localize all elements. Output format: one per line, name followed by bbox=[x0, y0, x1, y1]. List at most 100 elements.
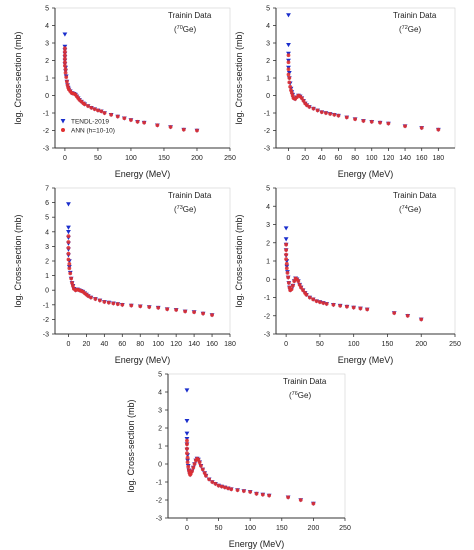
y-tick-label: -3 bbox=[43, 146, 49, 153]
data-point-ann bbox=[138, 304, 143, 309]
y-tick-label: 6 bbox=[45, 200, 49, 207]
series-tendl bbox=[66, 202, 215, 318]
data-point-ann bbox=[286, 495, 291, 500]
data-point-ann bbox=[185, 446, 189, 451]
y-tick-label: 3 bbox=[266, 41, 270, 48]
y-tick-label: 2 bbox=[158, 426, 162, 433]
x-tick-label: 100 bbox=[348, 341, 360, 348]
data-point-tendl bbox=[66, 225, 71, 230]
legend-label-tendl: TENDL-2019 bbox=[71, 119, 109, 126]
data-point-ann bbox=[67, 266, 72, 271]
data-point-ann bbox=[63, 63, 67, 68]
y-tick-label: 4 bbox=[45, 23, 49, 30]
data-point-tendl bbox=[184, 431, 190, 436]
chart-subtitle: (70Ge) bbox=[174, 25, 196, 34]
data-point-ann bbox=[284, 242, 289, 247]
x-tick-label: 0 bbox=[287, 155, 291, 162]
data-point-ann bbox=[315, 108, 320, 113]
y-tick-label: -2 bbox=[264, 128, 270, 135]
y-tick-label: 1 bbox=[266, 76, 270, 83]
data-point-ann bbox=[319, 110, 324, 115]
y-tick-label: 1 bbox=[45, 76, 49, 83]
data-point-ann bbox=[207, 477, 211, 482]
data-point-ann bbox=[106, 300, 111, 305]
y-tick-label: 7 bbox=[45, 186, 49, 193]
x-axis-label: Energy (MeV) bbox=[115, 169, 171, 179]
data-point-ann bbox=[287, 76, 292, 80]
data-point-ann bbox=[267, 493, 272, 498]
legend-label-ann: ANN (h=10-10) bbox=[71, 128, 115, 135]
data-point-ann bbox=[419, 317, 424, 322]
data-point-ann bbox=[311, 106, 316, 111]
y-axis-label: log. Cross-section (mb) bbox=[234, 214, 244, 307]
data-point-tendl bbox=[66, 230, 71, 235]
data-point-tendl bbox=[286, 13, 291, 18]
chart-title: Trainin Data bbox=[393, 191, 437, 200]
data-point-ann bbox=[181, 127, 186, 132]
data-point-ann bbox=[222, 485, 227, 490]
y-tick-label: -1 bbox=[264, 111, 270, 118]
y-tick-label: 2 bbox=[45, 58, 49, 65]
data-point-ann bbox=[102, 299, 107, 304]
x-tick-label: 0 bbox=[185, 525, 189, 532]
data-point-ann bbox=[336, 113, 341, 118]
data-point-ann bbox=[190, 469, 194, 474]
data-point-ann bbox=[226, 486, 230, 491]
plot-frame bbox=[275, 187, 456, 335]
y-tick-label: 4 bbox=[158, 390, 162, 397]
data-point-ann bbox=[419, 125, 424, 130]
legend-marker-ann bbox=[61, 128, 65, 132]
y-tick-label: -3 bbox=[264, 146, 270, 153]
data-point-ann bbox=[200, 467, 205, 472]
data-point-ann bbox=[122, 116, 127, 121]
data-point-ann bbox=[219, 484, 224, 489]
y-tick-label: -3 bbox=[264, 332, 270, 339]
data-point-ann bbox=[287, 80, 292, 85]
x-tick-label: 120 bbox=[170, 341, 182, 348]
x-tick-label: 40 bbox=[100, 341, 108, 348]
x-tick-label: 120 bbox=[383, 155, 395, 162]
series-ann bbox=[284, 242, 424, 322]
data-point-ann bbox=[66, 234, 71, 239]
data-point-ann bbox=[324, 301, 329, 306]
x-tick-label: 250 bbox=[449, 341, 461, 348]
y-tick-label: 1 bbox=[266, 259, 270, 266]
y-tick-label: 3 bbox=[266, 222, 270, 229]
data-point-ann bbox=[378, 120, 382, 125]
data-point-ann bbox=[299, 285, 303, 290]
x-tick-label: 0 bbox=[63, 155, 67, 162]
data-point-ann bbox=[66, 245, 71, 250]
data-point-ann bbox=[405, 313, 410, 318]
y-tick-label: -1 bbox=[156, 480, 162, 487]
x-tick-label: 200 bbox=[415, 341, 427, 348]
isotope-symbol: Ge bbox=[183, 25, 194, 34]
data-point-ann bbox=[361, 118, 366, 123]
y-tick-label: 0 bbox=[45, 288, 49, 295]
data-point-ann bbox=[147, 305, 152, 309]
data-point-ann bbox=[71, 283, 75, 288]
x-tick-label: 0 bbox=[67, 341, 71, 348]
data-point-ann bbox=[369, 119, 374, 124]
series-ann bbox=[286, 53, 441, 132]
data-point-ann bbox=[129, 118, 133, 122]
data-point-ann bbox=[241, 489, 246, 493]
y-tick-label: -1 bbox=[43, 302, 49, 309]
data-point-ann bbox=[185, 460, 190, 465]
x-tick-label: 100 bbox=[244, 525, 256, 532]
plot-frame bbox=[275, 7, 456, 149]
x-tick-label: 140 bbox=[188, 341, 200, 348]
data-point-ann bbox=[403, 124, 407, 129]
data-point-ann bbox=[191, 465, 196, 470]
data-point-ann bbox=[109, 112, 114, 117]
y-tick-label: 2 bbox=[45, 259, 49, 266]
data-point-ann bbox=[63, 46, 67, 51]
x-tick-label: 0 bbox=[284, 341, 288, 348]
data-point-tendl bbox=[184, 388, 190, 393]
x-tick-label: 100 bbox=[366, 155, 378, 162]
x-axis-label: Energy (MeV) bbox=[229, 539, 285, 549]
data-point-ann bbox=[338, 303, 343, 308]
data-point-ann bbox=[92, 107, 97, 112]
x-tick-label: 50 bbox=[94, 155, 102, 162]
y-tick-label: 3 bbox=[45, 244, 49, 251]
